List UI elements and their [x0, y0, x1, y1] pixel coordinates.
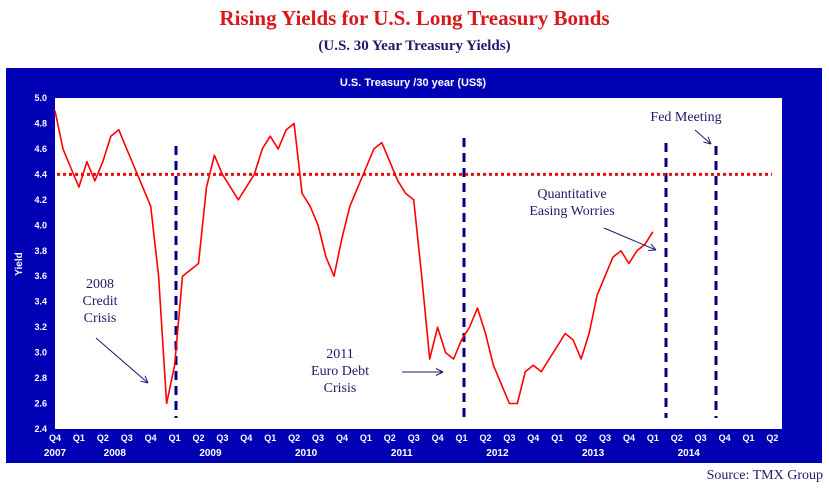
y-tick-label: 4.4: [34, 169, 47, 179]
x-tick-label: Q1: [360, 433, 372, 443]
yield-line: [54, 110, 654, 405]
x-tick-label: Q2: [575, 433, 587, 443]
event-lines: [174, 138, 718, 418]
x-year-label: 2013: [582, 448, 605, 459]
x-tick-label: Q4: [432, 433, 444, 443]
x-tick-label: Q1: [456, 433, 468, 443]
x-tick-label: Q4: [145, 433, 157, 443]
annotations: 2008 Credit Crisis 2011 Euro Debt Crisis Quant…: [83, 110, 722, 396]
y-tick-label: 3.6: [34, 271, 47, 281]
x-tick-label: Q3: [216, 433, 228, 443]
x-tick-label: Q4: [719, 433, 731, 443]
y-tick-label: 3.2: [34, 322, 47, 332]
annotation-arrowhead: [140, 375, 149, 384]
y-tick-label: 4.6: [34, 144, 47, 154]
x-year-label: 2008: [104, 448, 127, 459]
x-tick-label: Q2: [192, 433, 204, 443]
source-note: Source: TMX Group: [706, 468, 823, 483]
y-tick-label: 2.4: [34, 424, 47, 434]
x-tick-label: Q3: [121, 433, 133, 443]
x-tick-label: Q2: [479, 433, 491, 443]
x-year-label: 2011: [391, 448, 413, 459]
annotation-text: Quantitative: [537, 187, 606, 202]
x-tick-label: Q3: [503, 433, 515, 443]
x-year-label: 2014: [678, 448, 701, 459]
x-tick-label: Q2: [766, 433, 778, 443]
x-tick-label: Q1: [264, 433, 276, 443]
y-ticks: 5.0 4.8 4.6 4.4 4.2 4.0 3.8 3.6 3.4 3.2 3.0 2.8 2.6 2…: [34, 93, 47, 434]
annotation-text: Euro Debt: [311, 364, 369, 379]
x-tick-label: Q1: [647, 433, 659, 443]
annotation-text: Easing Worries: [529, 204, 614, 219]
x-tick-label: Q4: [240, 433, 252, 443]
y-tick-label: 3.8: [34, 246, 47, 256]
y-tick-label: 3.0: [34, 348, 47, 358]
annotation-text: Crisis: [324, 381, 357, 396]
x-year-label: 2009: [199, 448, 222, 459]
x-tick-label: Q3: [312, 433, 324, 443]
inner-chart-title: U.S. Treasury /30 year (US$): [340, 77, 486, 89]
x-tick-label: Q2: [384, 433, 396, 443]
annotation-arrow: [95, 337, 149, 384]
annotation-text: 2008: [86, 277, 114, 292]
annotation-text: Credit: [83, 294, 118, 309]
annotation-arrowhead: [703, 136, 712, 145]
annotation-arrowhead: [435, 368, 444, 376]
y-tick-label: 5.0: [34, 93, 47, 103]
x-tick-label: Q1: [743, 433, 755, 443]
y-tick-label: 2.8: [34, 373, 47, 383]
y-tick-label: 4.2: [34, 195, 47, 205]
y-tick-label: 2.6: [34, 399, 47, 409]
x-tick-label: Q1: [169, 433, 181, 443]
chart-title: Rising Yields for U.S. Long Treasury Bon…: [219, 6, 610, 30]
y-axis-label: Yield: [14, 252, 25, 276]
annotation-arrow: [694, 129, 712, 145]
x-tick-label: Q4: [623, 433, 635, 443]
y-tick-label: 3.4: [34, 297, 47, 307]
chart-subtitle: (U.S. 30 Year Treasury Yields): [318, 38, 511, 54]
x-tick-label: Q4: [49, 433, 61, 443]
x-tick-label: Q1: [73, 433, 85, 443]
x-tick-label: Q3: [599, 433, 611, 443]
y-tick-label: 4.8: [34, 118, 47, 128]
annotation-arrow: [603, 227, 657, 251]
plot-area: [55, 98, 782, 429]
x-tick-label: Q4: [527, 433, 539, 443]
annotation-text: 2011: [326, 347, 353, 362]
annotation-arrowhead: [648, 243, 657, 251]
x-tick-label: Q1: [551, 433, 563, 443]
x-year-label: 2010: [295, 448, 318, 459]
x-ticks: Q4 Q1 Q2 Q3 Q4 Q1 Q2 Q3 Q4 Q1 Q2 Q3 Q4 Q1 Q2 Q3 Q4 Q1 Q2 Q3…: [49, 433, 778, 443]
x-tick-label: Q2: [671, 433, 683, 443]
x-tick-label: Q3: [408, 433, 420, 443]
x-year-label: 2007: [44, 448, 67, 459]
year-labels: 2007 2008 2009 2010 2011 2012 2013 2014: [44, 448, 700, 459]
y-tick-label: 4.0: [34, 220, 47, 230]
x-tick-label: Q3: [695, 433, 707, 443]
x-tick-label: Q4: [336, 433, 348, 443]
x-tick-label: Q2: [97, 433, 109, 443]
x-year-label: 2012: [486, 448, 509, 459]
x-tick-label: Q2: [288, 433, 300, 443]
annotation-text: Crisis: [84, 311, 117, 326]
annotation-text: Fed Meeting: [650, 110, 721, 125]
